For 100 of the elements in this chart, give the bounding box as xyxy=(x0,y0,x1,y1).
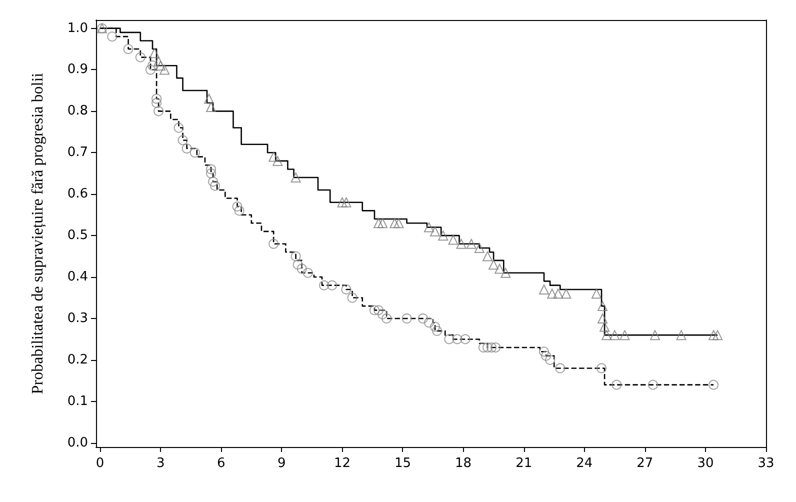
point xyxy=(648,380,658,390)
point xyxy=(135,52,146,62)
point xyxy=(438,230,448,241)
point xyxy=(206,168,216,178)
point xyxy=(602,330,612,340)
point xyxy=(547,288,558,299)
point xyxy=(156,60,166,71)
point xyxy=(150,48,160,58)
point xyxy=(553,288,564,299)
point xyxy=(460,334,470,344)
x-tick-label: 30 xyxy=(697,456,714,471)
point xyxy=(486,342,497,352)
point xyxy=(561,288,572,299)
x-tick-label: 24 xyxy=(576,456,593,471)
point xyxy=(290,251,301,262)
y-tick-label: 0.1 xyxy=(67,394,88,409)
y-tick-label: 0.0 xyxy=(67,435,88,450)
point xyxy=(290,172,301,183)
y-tick-label: 0.6 xyxy=(67,186,88,202)
point xyxy=(444,334,454,344)
point xyxy=(418,313,428,324)
point xyxy=(268,238,279,249)
point xyxy=(206,102,216,112)
point xyxy=(432,326,442,336)
point xyxy=(378,309,388,320)
x-tick-label: 21 xyxy=(516,456,532,471)
y-tick-label: 0.7 xyxy=(67,145,88,160)
point xyxy=(210,180,220,191)
point xyxy=(539,284,550,294)
point xyxy=(424,222,434,232)
x-tick-label: 27 xyxy=(636,456,654,471)
point xyxy=(598,301,608,312)
point xyxy=(650,330,660,340)
point xyxy=(232,202,242,212)
point xyxy=(494,264,505,274)
point xyxy=(174,122,184,133)
y-tick-label: 0.2 xyxy=(67,352,88,368)
point xyxy=(390,218,400,228)
x-tick-label: 15 xyxy=(394,456,412,471)
point xyxy=(539,346,550,357)
point xyxy=(234,206,244,216)
point xyxy=(327,280,338,290)
point xyxy=(598,313,608,324)
point xyxy=(382,313,392,324)
point xyxy=(482,342,493,352)
point xyxy=(452,334,462,344)
point xyxy=(482,251,493,262)
point xyxy=(424,318,434,328)
x-tick-label: 18 xyxy=(455,456,472,471)
point xyxy=(107,32,118,42)
x-tick-label: 3 xyxy=(156,456,165,471)
point xyxy=(208,176,218,187)
point xyxy=(466,238,476,249)
point xyxy=(448,234,458,245)
point xyxy=(154,56,164,66)
y-tick-label: 0.9 xyxy=(67,62,88,78)
point xyxy=(708,330,719,340)
y-tick-label: 1.0 xyxy=(67,20,88,36)
point xyxy=(490,342,501,352)
point xyxy=(347,292,358,303)
point xyxy=(296,264,307,274)
point xyxy=(474,243,484,254)
point xyxy=(596,363,607,374)
y-tick-label: 0.8 xyxy=(67,104,88,119)
y-tick-label: 0.4 xyxy=(67,270,88,285)
point xyxy=(430,322,440,332)
x-tick-label: 33 xyxy=(758,456,774,471)
point xyxy=(319,280,330,290)
point xyxy=(204,94,214,104)
point xyxy=(148,60,158,71)
point xyxy=(600,322,610,332)
point xyxy=(370,305,380,316)
point xyxy=(378,218,388,228)
point xyxy=(500,268,511,278)
point xyxy=(478,342,488,352)
point xyxy=(591,288,602,299)
point xyxy=(402,313,412,324)
point xyxy=(374,218,384,228)
point xyxy=(268,152,279,162)
point xyxy=(152,94,162,104)
point xyxy=(456,238,466,249)
x-tick-label: 6 xyxy=(216,456,226,471)
point xyxy=(620,330,630,340)
y-tick-label: 0.5 xyxy=(67,228,88,244)
point xyxy=(302,268,313,278)
point xyxy=(708,380,719,390)
point xyxy=(152,98,162,108)
point xyxy=(337,197,348,208)
point xyxy=(178,135,188,146)
point xyxy=(676,330,686,340)
point xyxy=(292,260,303,270)
y-tick-label: 0.3 xyxy=(67,310,88,326)
point xyxy=(145,64,156,75)
point xyxy=(272,156,283,166)
point xyxy=(612,380,622,390)
point xyxy=(430,226,440,236)
point xyxy=(712,330,723,340)
point xyxy=(341,284,352,294)
point xyxy=(160,64,170,75)
point xyxy=(341,197,352,208)
